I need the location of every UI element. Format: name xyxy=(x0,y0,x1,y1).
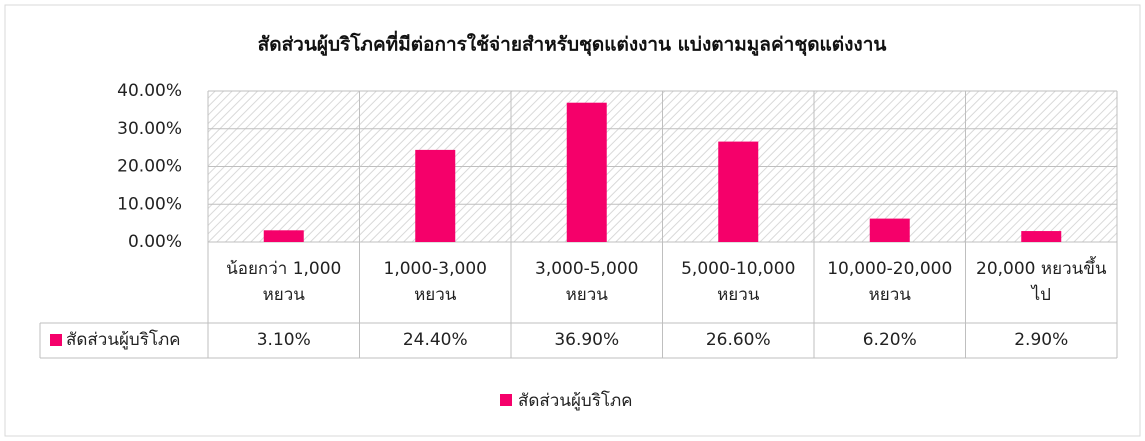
legend-label: สัดส่วนผู้บริโภค xyxy=(518,390,633,411)
bar xyxy=(718,141,759,242)
table-value: 6.20% xyxy=(862,329,917,350)
chart-title: สัดส่วนผู้บริโภคที่มีต่อการใช้จ่ายสำหรับ… xyxy=(258,31,887,57)
y-tick-label: 30.00% xyxy=(117,119,182,139)
bar xyxy=(263,230,304,242)
table-value: 24.40% xyxy=(402,329,468,350)
y-tick-label: 40.00% xyxy=(117,81,182,101)
y-tick-label: 10.00% xyxy=(117,194,182,214)
y-tick-label: 20.00% xyxy=(117,157,182,177)
y-tick-label: 0.00% xyxy=(128,232,182,252)
bar xyxy=(566,102,607,242)
x-tick-label: 5,000-10,000 หยวน xyxy=(681,259,796,305)
x-tick-label: 1,000-3,000 หยวน xyxy=(383,259,487,305)
x-tick-label: 20,000 หยวนขึ้นไป xyxy=(976,259,1107,305)
table-legend-label: สัดส่วนผู้บริโภค xyxy=(66,329,181,350)
x-tick-label: 3,000-5,000 หยวน xyxy=(535,259,639,305)
table-value: 36.90% xyxy=(554,329,620,350)
x-tick-label: 10,000-20,000 หยวน xyxy=(827,259,953,305)
bar xyxy=(869,218,910,242)
legend-key xyxy=(500,394,512,406)
x-tick-label: น้อยกว่า 1,000 หยวน xyxy=(226,259,342,305)
table-value: 2.90% xyxy=(1014,329,1069,350)
legend-key xyxy=(50,334,62,346)
table-value: 26.60% xyxy=(705,329,771,350)
bar xyxy=(1021,231,1062,242)
table-value: 3.10% xyxy=(256,329,311,350)
bar xyxy=(415,149,456,242)
